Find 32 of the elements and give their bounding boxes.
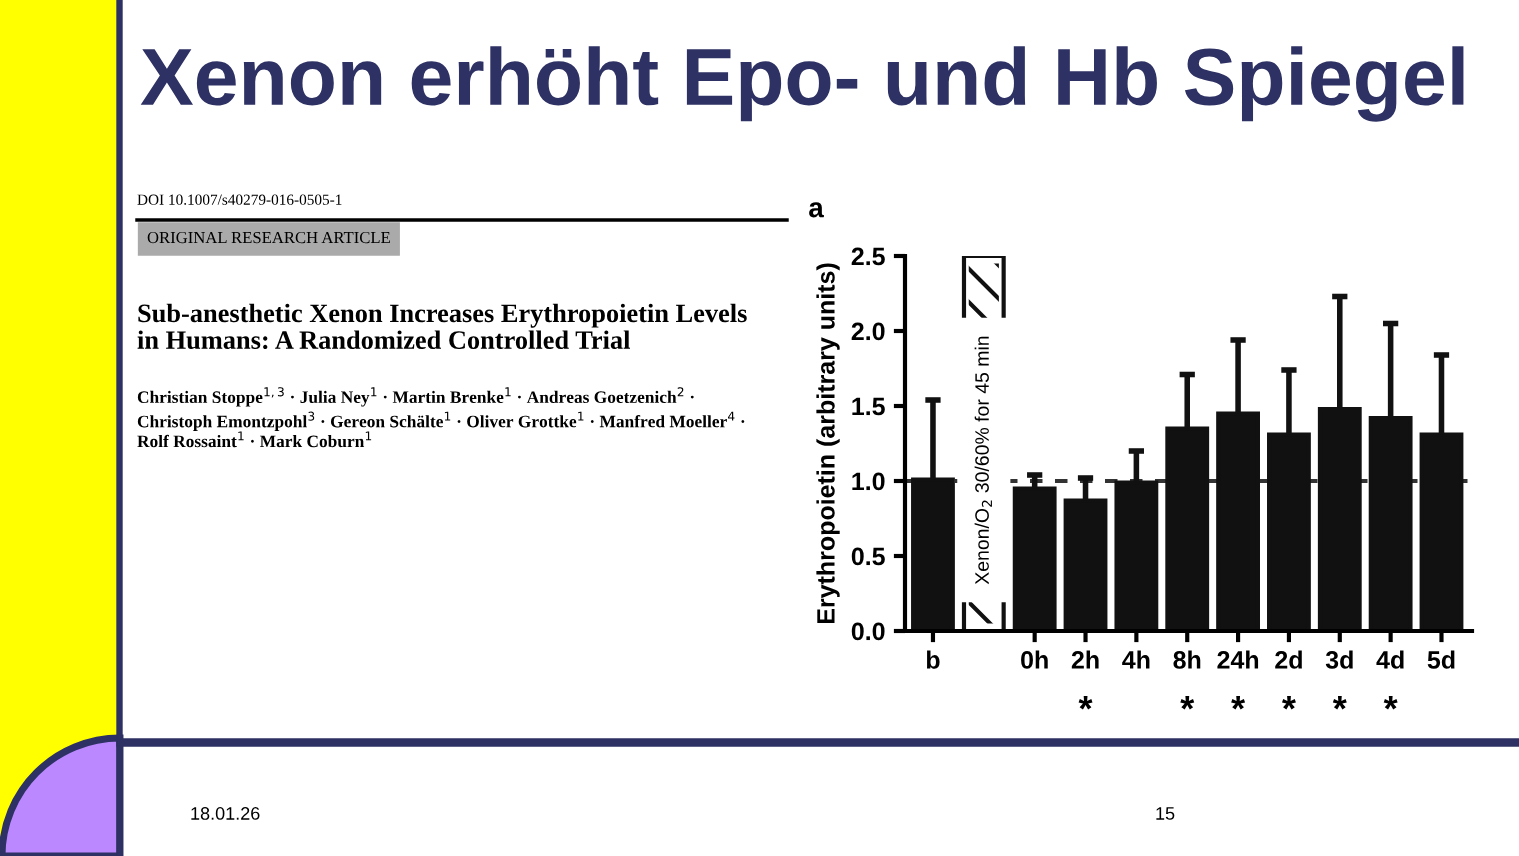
x-tick-label: 8h	[1173, 650, 1201, 669]
text: Sub-anesthetic Xenon Increases Erythropoietin Levels in Humans: A Randomized Controlled Trial	[137, 303, 747, 350]
text: DOI 10.1007/s40279-016-0505-1	[137, 194, 342, 205]
x-tick-label: 3d	[1325, 650, 1353, 669]
x-tick-label: 2h	[1071, 650, 1099, 669]
text: *	[1332, 696, 1347, 710]
text: a	[809, 202, 824, 218]
text: ORIGINAL RESEARCH ARTICLE	[147, 231, 390, 244]
text: *	[1383, 696, 1398, 710]
y-tick-label: 0.5	[851, 547, 885, 566]
x-tick-label: b	[926, 650, 940, 669]
text: *	[1231, 696, 1246, 710]
x-tick-label: 0h	[1021, 650, 1048, 669]
text: 18.01.26	[191, 807, 260, 820]
text: *	[1078, 696, 1093, 710]
text: *	[1180, 696, 1195, 710]
annotation: Xenon/O$_{2}$ 30/60% for 45 min	[974, 336, 992, 585]
y-tick-label: 2.5	[851, 247, 885, 266]
y-tick-label: 1.5	[852, 397, 885, 416]
text: *	[1282, 696, 1296, 710]
x-tick-label: 4h	[1122, 650, 1150, 669]
y-axis-title: Erythropoietin (arbitrary units)	[816, 263, 840, 624]
chart-title: Xenon erhöht Epo- und Hb Spiegel	[140, 46, 1464, 122]
y-tick-label: 1.0	[852, 472, 885, 491]
x-tick-label: 2d	[1275, 650, 1302, 669]
text: 15	[1156, 807, 1175, 820]
y-tick-label: 2.0	[851, 322, 885, 341]
text: Christian Stoppe$^{1,3}$ · Julia Ney$^{1}$ · Martin Brenke$^{1}$ · Andreas Goetzenich$^{2}$ · Christoph Emontzpohl$^{3}$ · Gereon Schälte$^{1}$ · Oliver Grottke$^{1}$ · Manfred Moeller$^{4}$ · Rolf Rossaint$^{1}$ · Mark Coburn$^{1}$	[137, 387, 745, 448]
x-tick-label: 24h	[1217, 650, 1259, 669]
x-tick-label: 5d	[1427, 650, 1455, 669]
x-tick-label: 4d	[1376, 650, 1404, 669]
y-tick-label: 0.0	[851, 622, 885, 641]
